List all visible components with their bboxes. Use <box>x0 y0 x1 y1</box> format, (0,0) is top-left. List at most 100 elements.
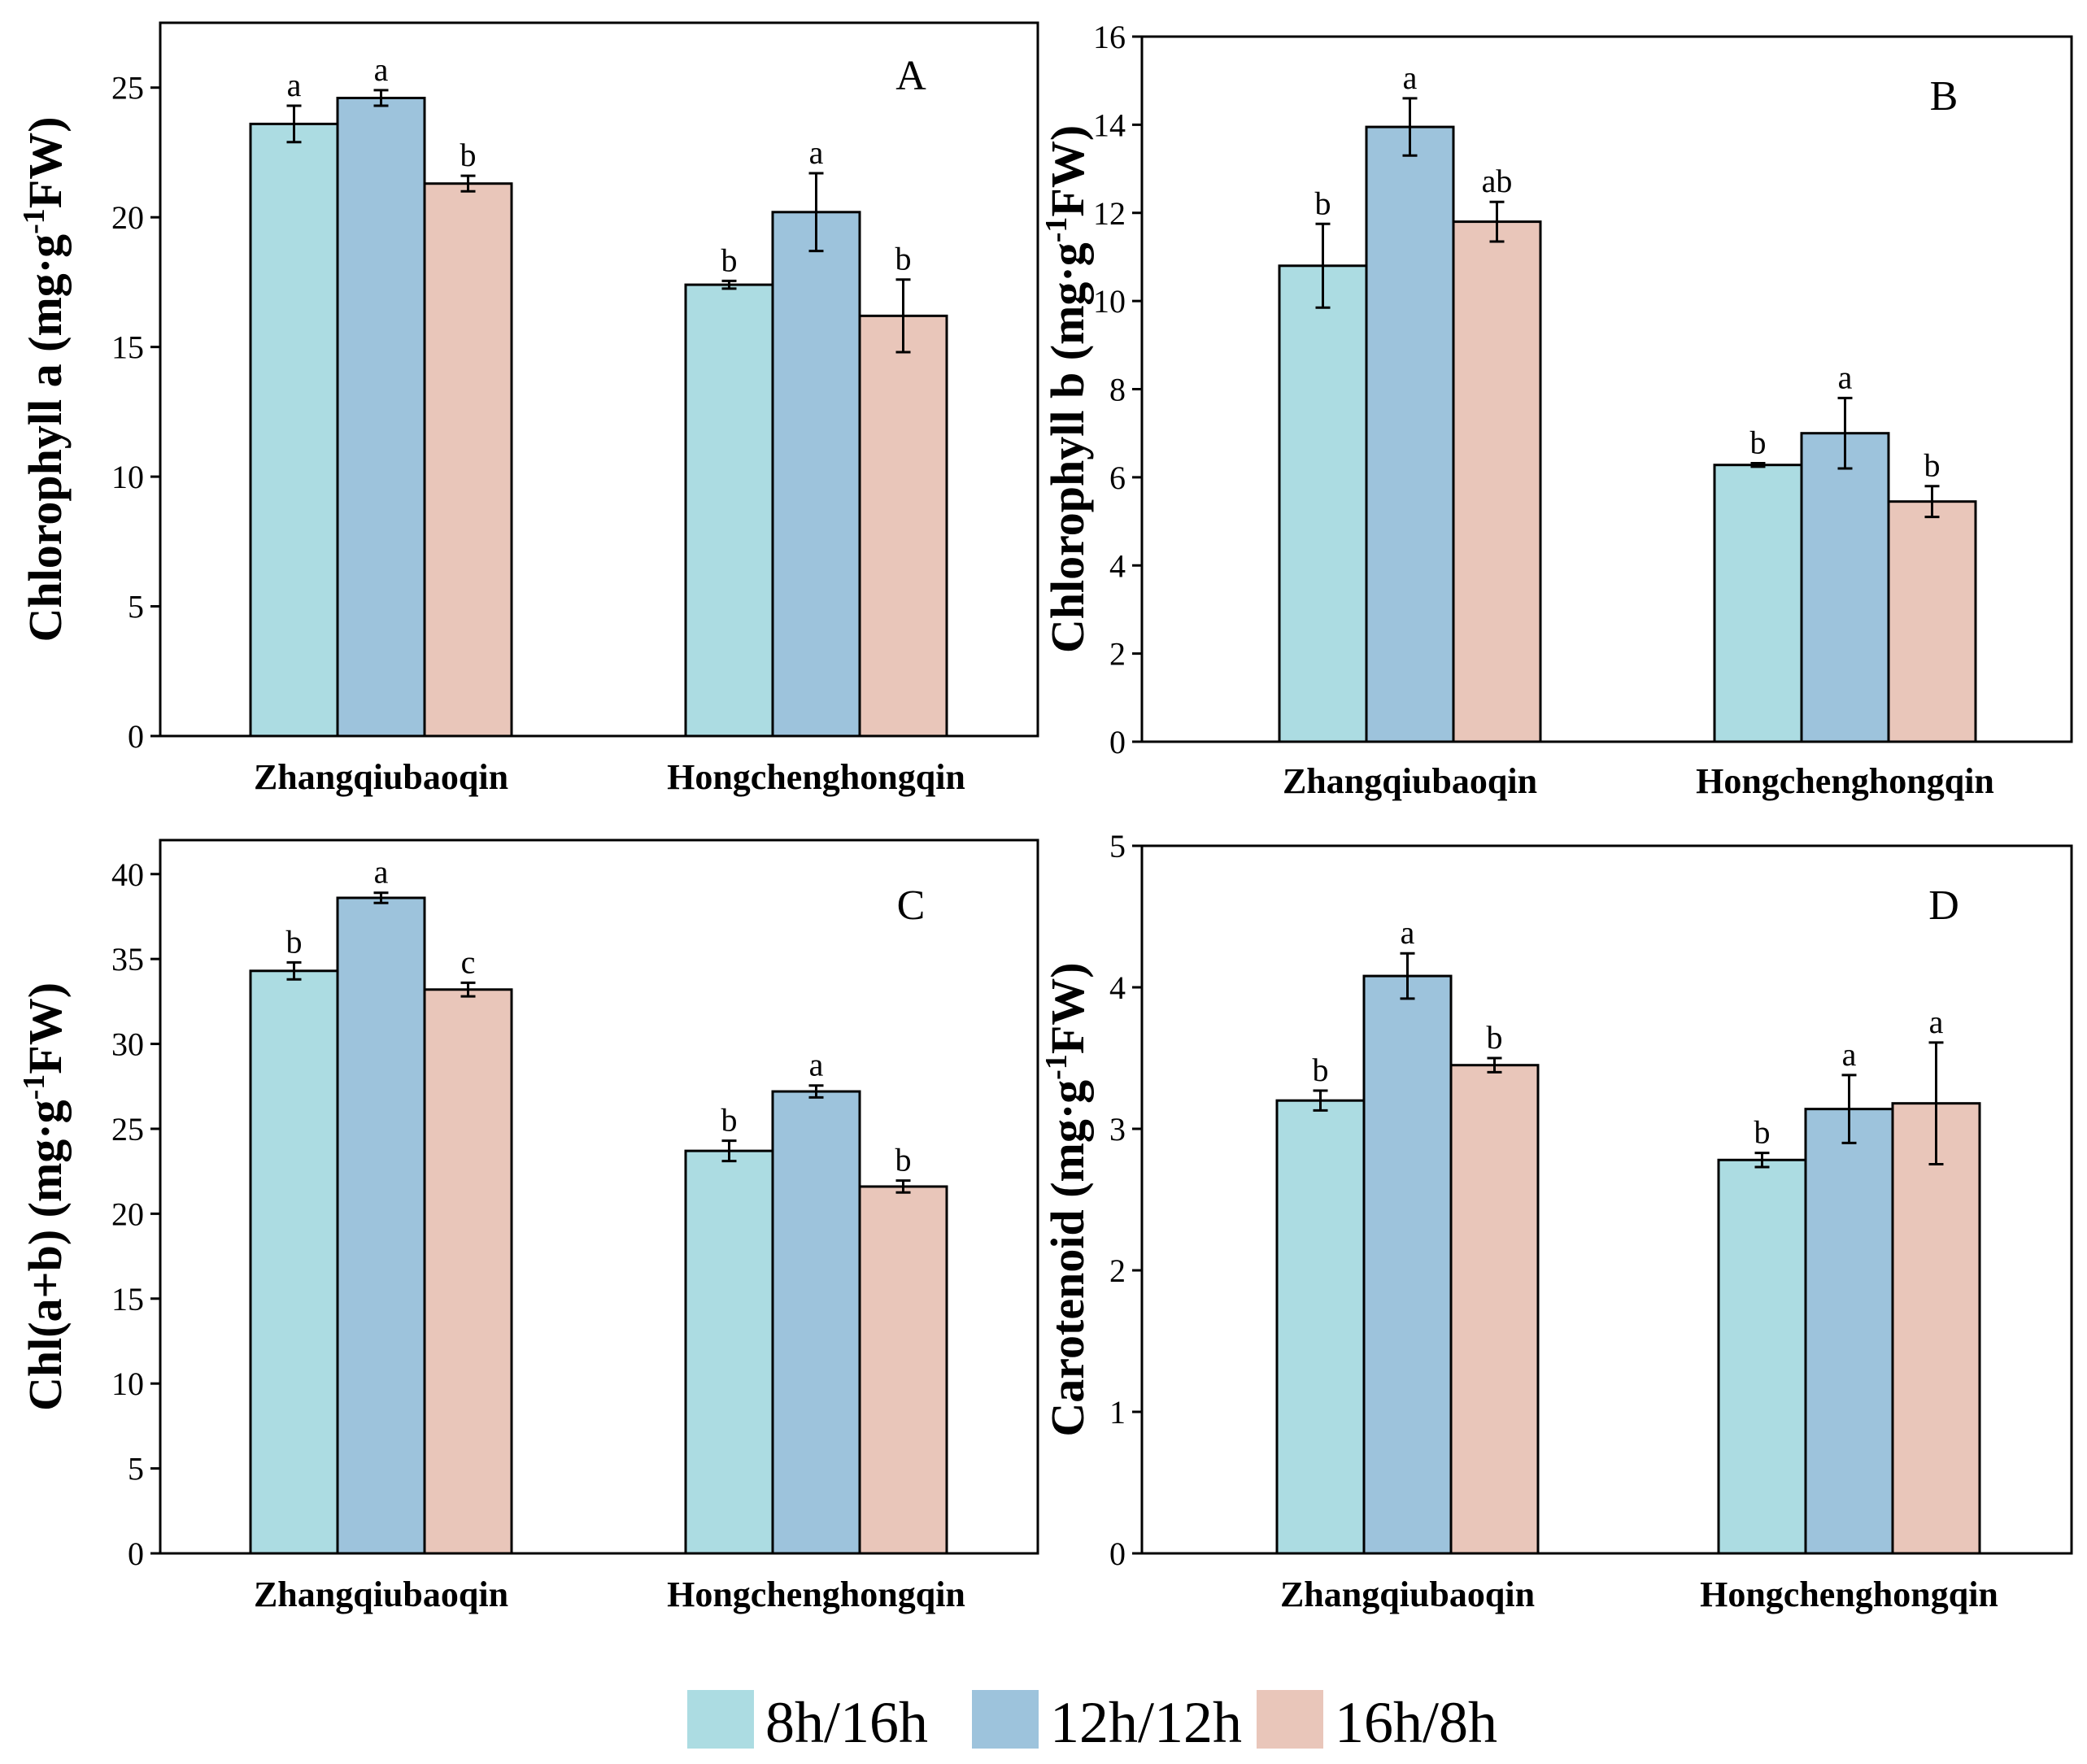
panel-letter: B <box>1930 73 1958 120</box>
y-tick-label: 25 <box>111 1111 144 1148</box>
y-tick-label: 14 <box>1093 107 1126 143</box>
y-axis-label-unit: FW) <box>19 982 72 1074</box>
bar-s8h <box>1717 1158 1807 1555</box>
significance-label: a <box>374 51 389 88</box>
bar-s8h <box>684 283 774 738</box>
legend-item-s8h: 8h/16h <box>687 1690 928 1755</box>
x-category-label: Zhangqiubaoqin <box>1280 1575 1535 1614</box>
significance-label: a <box>1929 1004 1944 1040</box>
bar-s8h <box>1278 264 1368 743</box>
panel-letter: C <box>897 882 926 929</box>
y-tick-label: 10 <box>111 1365 144 1402</box>
legend-item-s16h: 16h/8h <box>1257 1690 1497 1755</box>
y-tick-label: 2 <box>1109 1252 1126 1289</box>
significance-label: b <box>286 923 303 960</box>
y-tick-label: 5 <box>128 589 144 625</box>
y-axis-label-unit: FW) <box>1041 125 1094 217</box>
x-category-label: Hongchenghongqin <box>1700 1575 1998 1614</box>
legend-swatch-s8h <box>687 1690 754 1749</box>
y-tick-label: 15 <box>111 1281 144 1318</box>
bar-s12h <box>336 96 426 738</box>
bar-s8h <box>1713 464 1803 743</box>
significance-label: b <box>1924 447 1941 484</box>
bar-s12h <box>1800 432 1890 743</box>
y-tick-label: 12 <box>1093 195 1126 232</box>
y-tick-label: 0 <box>128 1535 144 1572</box>
chart-panel-d: 0 1 2 3 4 5 b a b Zhangqiubaoqin b a a Hongchenghongq… <box>1039 828 2073 1614</box>
significance-label: b <box>1750 425 1767 461</box>
x-category-label: Zhangqiubaoqin <box>1283 761 1537 801</box>
bar-s8h <box>249 122 339 738</box>
y-tick-label: 8 <box>1109 372 1126 408</box>
y-axis-label-unit: FW) <box>19 116 72 208</box>
y-tick-label: 0 <box>1109 1535 1126 1572</box>
legend: 8h/16h 12h/12h 16h/8h <box>687 1690 1497 1755</box>
y-axis-label: Chlorophyll b (mg·g-1FW) <box>1039 125 1094 653</box>
x-category-label: Hongchenghongqin <box>667 757 965 797</box>
x-category-label: Hongchenghongqin <box>667 1575 965 1614</box>
significance-label: a <box>374 854 389 891</box>
bar-s16h <box>1891 1102 1981 1555</box>
significance-label: b <box>1313 1052 1329 1088</box>
significance-label: c <box>461 943 476 980</box>
y-tick-label: 20 <box>111 199 144 236</box>
bar-s12h <box>1365 125 1455 743</box>
legend-label: 8h/16h <box>765 1690 928 1755</box>
y-tick-label: 20 <box>111 1196 144 1232</box>
significance-label: a <box>1401 914 1415 951</box>
legend-label: 12h/12h <box>1050 1690 1242 1755</box>
legend-item-s12h: 12h/12h <box>972 1690 1242 1755</box>
x-category-label: Hongchenghongqin <box>1696 761 1994 801</box>
bar-s16h <box>423 988 513 1555</box>
bar-s16h <box>423 182 513 738</box>
bar-s16h <box>1887 500 1977 743</box>
bar-s12h <box>1804 1108 1894 1555</box>
y-axis-label-text: Chlorophyll b (mg·g <box>1041 242 1094 653</box>
bar-s16h <box>1449 1064 1540 1555</box>
y-axis-label-superscript: -1 <box>1039 1054 1074 1080</box>
y-tick-label: 0 <box>1109 724 1126 760</box>
y-axis-label-superscript: -1 <box>17 1074 51 1100</box>
significance-label: b <box>460 137 477 173</box>
y-axis-label-text: Chl(a+b) (mg·g <box>19 1100 72 1411</box>
y-axis-label-superscript: -1 <box>1039 217 1074 243</box>
plot-frame <box>159 838 1039 1555</box>
y-axis-label-unit: FW) <box>1041 962 1094 1054</box>
y-tick-label: 5 <box>128 1451 144 1487</box>
bar-s12h <box>1362 974 1453 1555</box>
bar-s12h <box>336 896 426 1555</box>
legend-swatch-s16h <box>1257 1690 1323 1749</box>
y-axis-label-text: Chlorophyll a (mg·g <box>19 234 72 642</box>
significance-label: b <box>1754 1114 1771 1151</box>
y-axis-label-superscript: -1 <box>17 208 51 234</box>
significance-label: ab <box>1482 163 1513 199</box>
x-category-label: Zhangqiubaoqin <box>254 1575 508 1614</box>
panel-letter: A <box>895 53 926 99</box>
y-tick-label: 6 <box>1109 460 1126 496</box>
bar-s8h <box>249 969 339 1555</box>
legend-swatch-s12h <box>972 1690 1039 1749</box>
y-tick-label: 40 <box>111 856 144 893</box>
chart-panel-c: 0 5 10 15 20 25 30 35 40 b a c Zhangqiubaoqin b a b Hong… <box>17 838 1039 1614</box>
y-tick-label: 16 <box>1093 19 1126 55</box>
significance-label: b <box>1487 1019 1503 1056</box>
y-tick-label: 10 <box>111 459 144 495</box>
y-tick-label: 35 <box>111 941 144 978</box>
y-axis-label: Chl(a+b) (mg·g-1FW) <box>17 982 72 1411</box>
significance-label: b <box>721 242 738 278</box>
y-tick-label: 30 <box>111 1026 144 1063</box>
y-tick-label: 4 <box>1109 547 1126 584</box>
y-tick-label: 0 <box>128 718 144 755</box>
bar-s16h <box>1452 220 1542 743</box>
y-tick-label: 5 <box>1109 828 1126 865</box>
plot-frame <box>159 21 1039 738</box>
y-axis-label: Chlorophyll a (mg·g-1FW) <box>17 116 72 642</box>
significance-label: a <box>287 67 302 103</box>
y-tick-label: 15 <box>111 329 144 366</box>
x-category-label: Zhangqiubaoqin <box>254 757 508 797</box>
legend-label: 16h/8h <box>1335 1690 1497 1755</box>
significance-label: a <box>1838 359 1853 395</box>
y-axis-label-text: Carotenoid (mg·g <box>1041 1080 1094 1437</box>
significance-label: a <box>1842 1036 1857 1073</box>
